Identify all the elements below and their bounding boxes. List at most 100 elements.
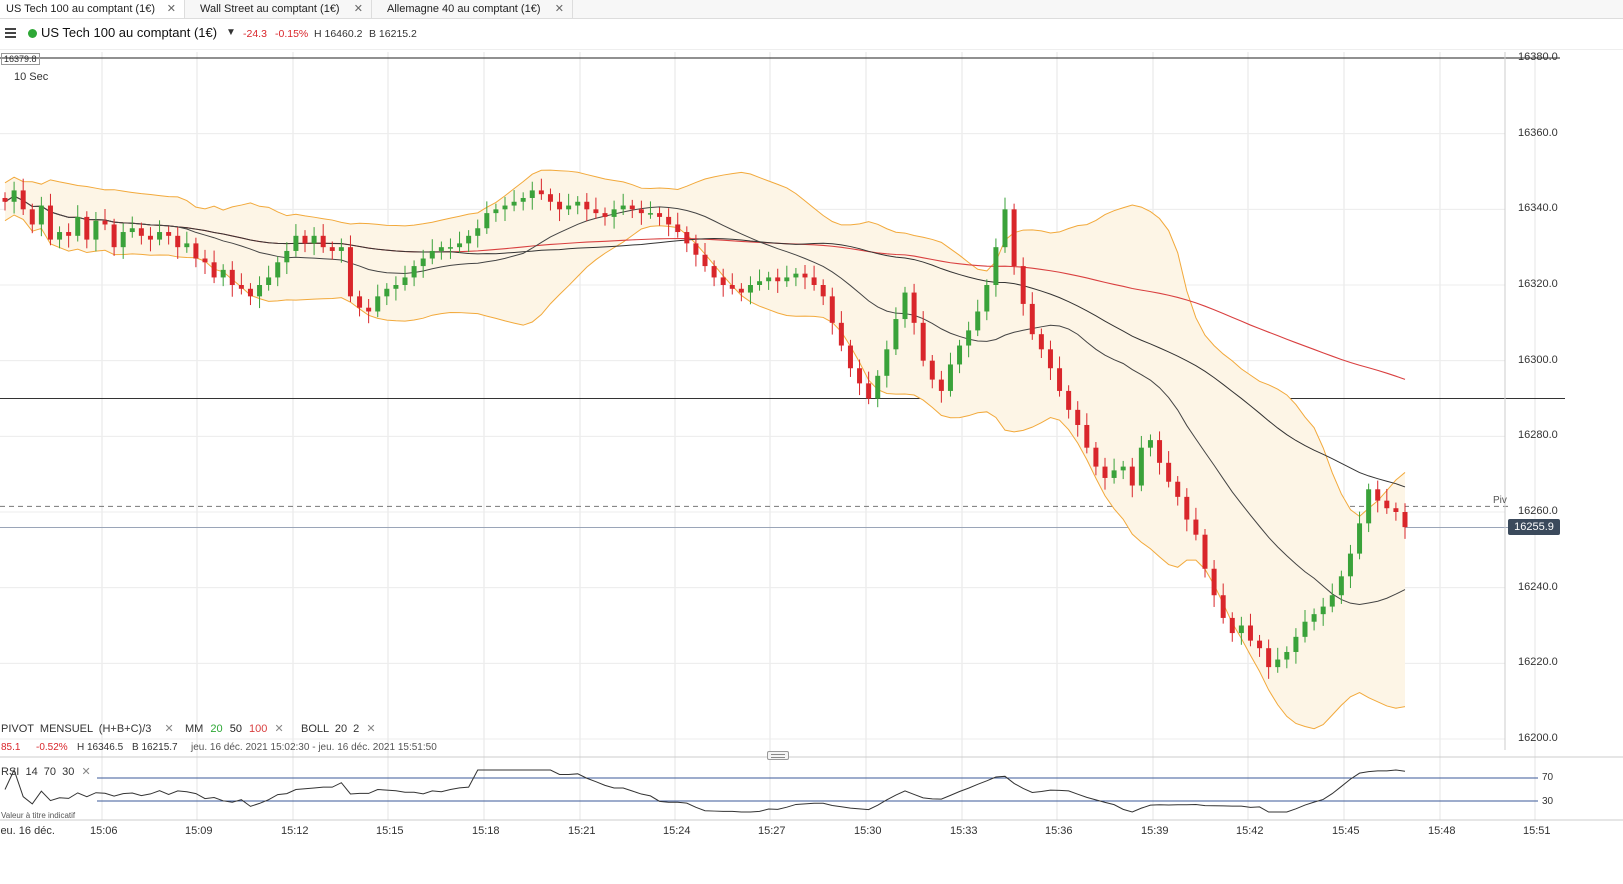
candle: [966, 330, 972, 346]
candle: [402, 277, 408, 285]
bollinger-fill: [5, 170, 1405, 729]
candle: [220, 269, 226, 278]
pivot-indicator[interactable]: PIVOT MENSUEL (H+B+C)/3 ✕: [1, 722, 174, 735]
x-axis-label: 15:06: [90, 825, 118, 837]
candle: [838, 322, 844, 346]
candle: [993, 247, 999, 285]
candle: [720, 277, 726, 285]
candle: [511, 201, 517, 206]
candle: [157, 232, 163, 240]
candle: [84, 216, 90, 240]
candle: [1211, 568, 1217, 596]
candle: [275, 262, 281, 278]
candle: [466, 235, 472, 244]
candle: [547, 194, 553, 202]
candle: [647, 213, 653, 215]
candle: [357, 296, 363, 308]
candle: [584, 201, 590, 210]
x-axis-label: 15:36: [1045, 825, 1073, 837]
close-icon[interactable]: ✕: [164, 723, 174, 735]
ma-20-line: [4, 195, 1406, 606]
candle: [602, 213, 608, 217]
rsi-indicator[interactable]: RSI 14 70 30 ✕: [1, 765, 91, 778]
candle: [1111, 470, 1117, 478]
close-icon[interactable]: ✕: [81, 766, 91, 778]
candle: [311, 235, 317, 244]
candle: [875, 375, 881, 399]
instrument-title[interactable]: US Tech 100 au comptant (1€): [41, 25, 218, 40]
candle: [447, 247, 453, 249]
close-icon[interactable]: ✕: [166, 3, 176, 15]
candle: [293, 235, 299, 251]
tab-label: Wall Street au comptant (1€): [200, 3, 340, 15]
x-axis-label: 15:39: [1141, 825, 1169, 837]
pivot-label: Piv: [1493, 495, 1507, 506]
candle: [1084, 424, 1090, 448]
candle: [757, 281, 763, 285]
y-axis-label: 16380.0: [1518, 51, 1558, 63]
candle: [929, 360, 935, 380]
candle: [747, 285, 753, 293]
x-axis-label: 15:45: [1332, 825, 1360, 837]
candle: [502, 205, 508, 210]
chevron-down-icon[interactable]: ▼: [226, 27, 236, 38]
candle: [575, 201, 581, 206]
candle: [457, 243, 463, 248]
x-axis-label: 15:42: [1236, 825, 1264, 837]
x-axis-label: 15:09: [185, 825, 213, 837]
candle: [393, 285, 399, 289]
candle: [975, 311, 981, 331]
candle: [375, 296, 381, 312]
current-price-tag: 16255.9: [1508, 519, 1560, 535]
candle: [175, 235, 181, 248]
tab-allemagne-40[interactable]: Allemagne 40 au comptant (1€) ✕: [373, 0, 573, 18]
candle: [1329, 595, 1335, 607]
menu-icon[interactable]: [5, 28, 16, 38]
candle: [120, 232, 126, 248]
candle: [111, 224, 117, 248]
candle: [475, 228, 481, 236]
candle: [793, 273, 799, 278]
candle: [1020, 266, 1026, 304]
candle: [429, 250, 435, 259]
candle: [211, 262, 217, 278]
candle: [1257, 640, 1263, 649]
candle: [884, 349, 890, 376]
candle: [684, 232, 690, 244]
close-icon[interactable]: ✕: [274, 723, 284, 735]
y-axis-label: 16340.0: [1518, 202, 1558, 215]
candle: [166, 232, 172, 236]
x-axis-label: jeu. 16 déc.: [0, 825, 55, 837]
close-icon[interactable]: ✕: [353, 3, 363, 15]
candle: [1375, 489, 1381, 501]
candle: [11, 190, 17, 202]
mm-indicator[interactable]: MM 20 50 100 ✕: [185, 722, 284, 735]
rsi-line: [4, 768, 1406, 813]
x-axis-label: 15:27: [758, 825, 786, 837]
tab-us-tech-100[interactable]: US Tech 100 au comptant (1€) ✕: [0, 0, 185, 18]
boll-indicator[interactable]: BOLL 20 2 ✕: [301, 722, 376, 735]
close-icon[interactable]: ✕: [554, 3, 564, 15]
candle: [266, 277, 272, 285]
candle: [193, 243, 199, 259]
candle: [1366, 489, 1372, 524]
candle: [1393, 508, 1399, 512]
candle: [529, 190, 535, 198]
info-range: jeu. 16 déc. 2021 15:02:30 - jeu. 16 déc…: [191, 742, 437, 753]
candle: [438, 247, 444, 251]
candle: [893, 319, 899, 350]
candle: [1029, 303, 1035, 335]
candle: [1384, 500, 1390, 509]
candle: [20, 190, 26, 210]
x-axis-label: 15:48: [1428, 825, 1456, 837]
candle: [566, 205, 572, 210]
tab-wall-street[interactable]: Wall Street au comptant (1€) ✕: [186, 0, 372, 18]
x-axis-label: 15:21: [568, 825, 596, 837]
candle: [1075, 409, 1081, 425]
candle: [629, 205, 635, 210]
close-icon[interactable]: ✕: [366, 723, 376, 735]
candle: [2, 197, 8, 202]
tab-label: US Tech 100 au comptant (1€): [6, 3, 155, 15]
pane-resize-handle[interactable]: [767, 751, 789, 760]
